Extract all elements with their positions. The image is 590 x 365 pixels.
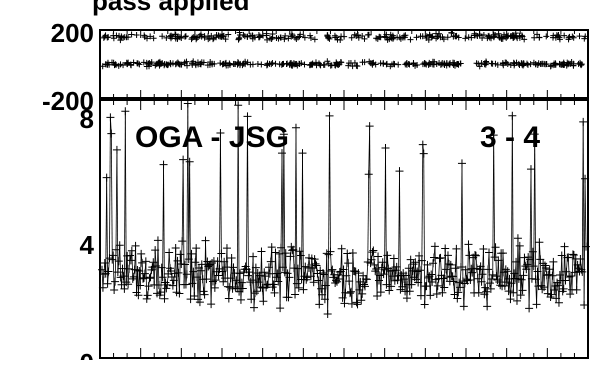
phase-point — [395, 62, 401, 68]
amplitude-trace-segment — [109, 117, 110, 258]
amplitude-trace-segment — [422, 145, 423, 261]
amplitude-trace-segment — [370, 126, 371, 263]
phase-point — [531, 35, 537, 41]
amplitude-trace-segment — [356, 272, 357, 303]
phase-point — [159, 33, 165, 39]
amplitude-trace-segment — [115, 250, 116, 282]
amplitude-trace-segment — [296, 128, 297, 284]
phase-point — [281, 36, 287, 42]
amplitude-trace-segment — [444, 249, 445, 288]
phase-point — [189, 35, 195, 41]
phase-point — [129, 31, 135, 37]
phase-point — [257, 33, 263, 39]
amplitude-trace-segment — [368, 174, 369, 262]
amplitude-trace-segment — [214, 261, 215, 288]
amplitude-trace-segment — [303, 153, 304, 290]
amplitude-trace-segment — [164, 165, 165, 299]
phase-point — [134, 32, 140, 38]
phase-point — [352, 32, 358, 38]
amplitude-trace-segment — [474, 255, 475, 293]
amplitude-trace-segment — [529, 259, 530, 308]
phase-point — [380, 60, 386, 66]
phase-point — [414, 34, 420, 40]
phase-point — [528, 61, 534, 67]
phase-point — [462, 35, 468, 41]
amplitude-trace-segment — [330, 116, 331, 252]
amplitude-trace-segment — [344, 270, 345, 304]
amplitude-trace-segment — [154, 250, 155, 285]
amplitude-trace-segment — [227, 248, 228, 287]
phase-point — [302, 35, 308, 41]
amplitude-trace-segment — [352, 253, 353, 304]
amplitude-trace-segment — [385, 148, 386, 285]
amplitude-trace-segment — [190, 162, 191, 299]
amplitude-y-tick-label-0: 0 — [80, 348, 94, 360]
amplitude-trace-segment — [177, 261, 178, 292]
phase-point — [321, 62, 327, 68]
amplitude-trace-segment — [535, 134, 536, 279]
amplitude-trace-segment — [211, 263, 212, 304]
phase-point — [124, 61, 130, 67]
amplitude-y-tick-label-8: 8 — [80, 104, 94, 134]
amplitude-trace-segment — [158, 240, 159, 285]
phase-point — [258, 61, 264, 67]
amplitude-trace-segment — [192, 254, 193, 284]
amplitude-trace-segment — [132, 251, 133, 279]
amplitude-trace-segment — [496, 247, 497, 276]
amplitude-trace-segment — [196, 248, 197, 277]
phase-point — [571, 35, 577, 41]
amplitude-trace-segment — [520, 246, 521, 295]
amplitude-trace-segment — [146, 261, 147, 299]
amplitude-trace-segment — [531, 169, 532, 279]
amplitude-trace-segment — [107, 178, 108, 284]
phase-point — [182, 34, 188, 40]
amplitude-trace-segment — [194, 262, 195, 296]
amplitude-trace-segment — [117, 150, 118, 272]
phase-point — [543, 33, 549, 39]
amplitude-trace-segment — [206, 241, 207, 279]
phase-point — [125, 34, 131, 40]
amplitude-trace-segment — [299, 251, 300, 288]
amplitude-trace-segment — [179, 254, 180, 293]
amplitude-trace-segment — [468, 244, 469, 280]
amplitude-y-tick-label-4: 4 — [80, 230, 95, 260]
amplitude-trace-segment — [140, 254, 141, 286]
amplitude-trace-segment — [253, 257, 254, 308]
amplitude-trace-segment — [456, 249, 457, 299]
amplitude-trace-segment — [272, 247, 273, 287]
amplitude-trace-segment — [284, 134, 285, 272]
phase-point — [407, 37, 413, 43]
amplitude-trace-segment — [183, 160, 184, 285]
phase-point — [365, 32, 371, 38]
amplitude-trace-segment — [280, 248, 281, 308]
scan-label: 3 - 4 — [480, 121, 540, 154]
amplitude-trace-segment — [113, 255, 114, 290]
amplitude-trace-segment — [462, 163, 463, 281]
phase-point — [525, 62, 531, 68]
amplitude-trace-segment — [111, 134, 112, 260]
amplitude-trace-segment — [565, 247, 566, 281]
amplitude-trace-segment — [200, 271, 201, 302]
phase-point — [488, 60, 494, 66]
amplitude-trace-segment — [550, 269, 551, 297]
amplitude-trace-segment — [487, 269, 488, 306]
chart-title-fragment: pass applied — [92, 0, 250, 16]
amplitude-trace-segment — [424, 154, 425, 305]
phase-point — [312, 36, 318, 42]
phase-point — [264, 37, 270, 43]
amplitude-trace-segment — [537, 272, 538, 305]
baseline-label: OGA - JSG — [135, 121, 289, 154]
amplitude-panel: 8 4 0 OGA - JSG 3 - 4 — [80, 99, 590, 360]
amplitude-trace-segment — [328, 255, 329, 314]
phase-point — [302, 62, 308, 68]
phase-y-tick-label-top: 200 — [51, 18, 94, 48]
amplitude-trace-segment — [125, 111, 126, 282]
amplitude-trace-segment — [585, 179, 586, 247]
amplitude-trace-segment — [421, 261, 422, 296]
amplitude-trace-segment — [399, 171, 400, 290]
